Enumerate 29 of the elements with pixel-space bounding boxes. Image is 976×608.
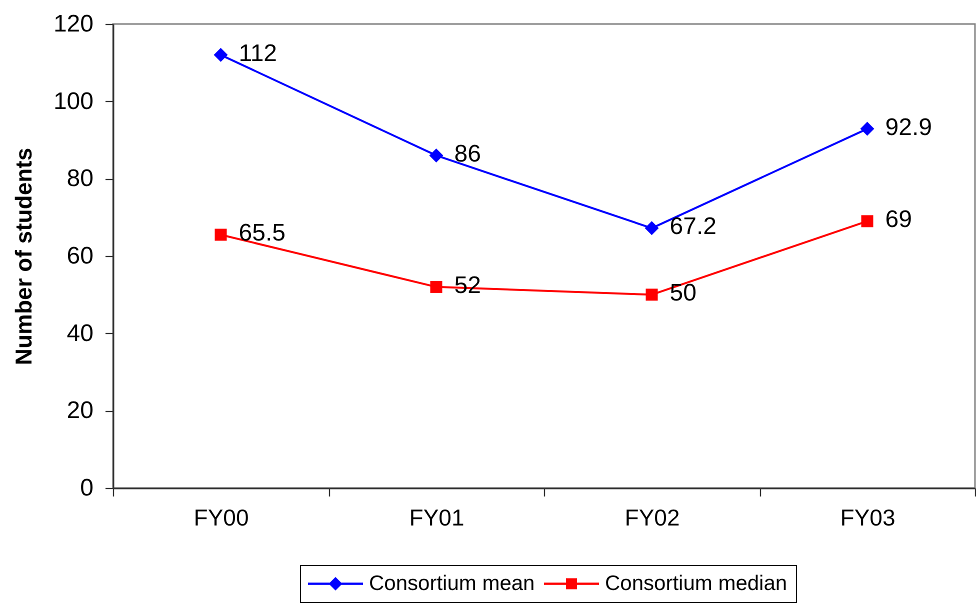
point — [860, 122, 874, 136]
data-label: 50 — [670, 280, 696, 307]
data-label: 67.2 — [670, 213, 716, 240]
data-label: 92.9 — [885, 114, 932, 141]
point — [861, 215, 874, 228]
x-tick-label: FY02 — [624, 504, 680, 530]
data-label: 86 — [454, 140, 481, 168]
x-tick-label: FY03 — [840, 504, 896, 530]
x-tick-label: FY00 — [194, 504, 249, 530]
point — [214, 228, 227, 241]
y-tick-label: 40 — [66, 320, 94, 347]
y-tick-label: 20 — [66, 397, 94, 424]
point — [644, 221, 659, 236]
point — [430, 280, 442, 293]
point — [214, 48, 228, 62]
data-label: 112 — [238, 40, 278, 67]
data-label: 65.5 — [238, 220, 286, 247]
point — [429, 148, 444, 162]
point — [646, 288, 658, 301]
y-tick-label: 60 — [66, 242, 94, 270]
y-tick-label: 0 — [80, 474, 94, 502]
legend-label: Consortium mean — [369, 572, 535, 595]
y-tick-label: 120 — [53, 10, 94, 38]
y-tick-label: 80 — [66, 165, 94, 192]
data-label: 69 — [885, 206, 912, 234]
y-tick-label: 100 — [53, 88, 94, 115]
y-axis-title: Number of students — [10, 148, 36, 366]
x-tick-label: FY01 — [409, 504, 464, 530]
legend-label: Consortium median — [605, 572, 788, 595]
